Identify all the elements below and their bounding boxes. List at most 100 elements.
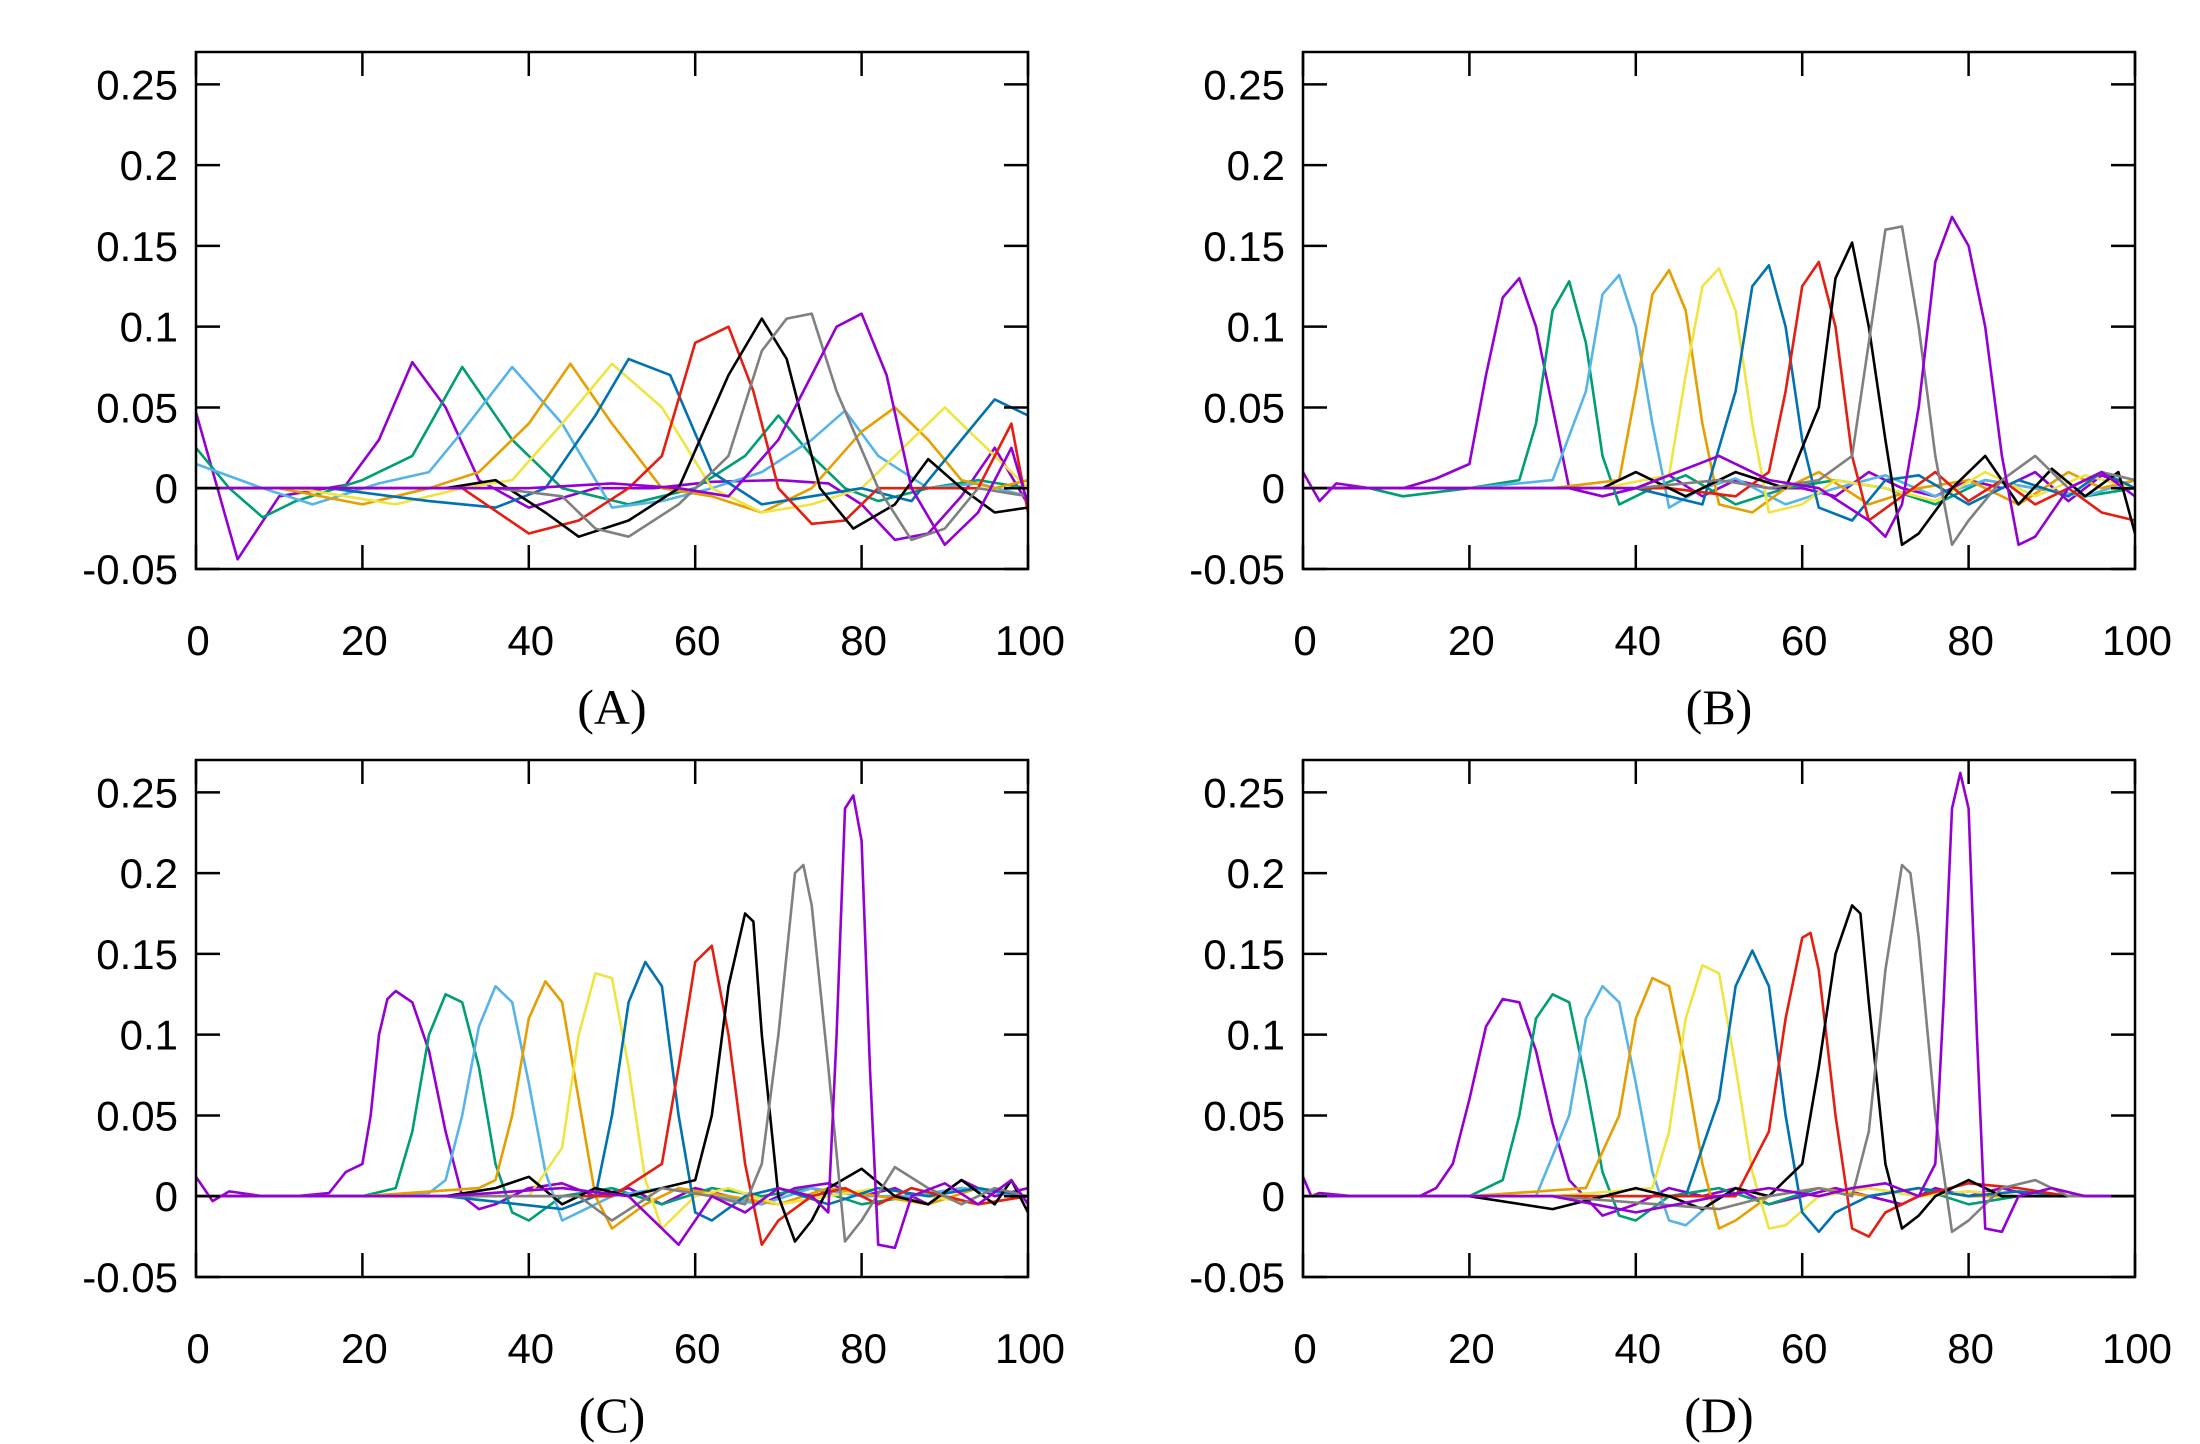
series-line-s6 xyxy=(196,960,1028,1222)
series-line-s8 xyxy=(196,912,1028,1243)
x-tick-label: 60 xyxy=(674,1325,721,1372)
panel-label: (A) xyxy=(577,679,646,735)
x-tick-label: 100 xyxy=(2102,617,2172,664)
y-tick-label: 0 xyxy=(1262,1173,1285,1220)
y-tick-label: 0.25 xyxy=(96,769,178,816)
y-tick-label: -0.05 xyxy=(82,546,178,593)
series-line-s9 xyxy=(196,863,1028,1243)
series-group xyxy=(196,312,1028,561)
series-line-s5 xyxy=(196,362,1028,514)
x-tick-label: 0 xyxy=(1293,1325,1316,1372)
x-tick-label: 100 xyxy=(2102,1325,2172,1372)
x-tick-label: 80 xyxy=(1947,1325,1994,1372)
series-line-s1 xyxy=(1303,997,2135,1217)
y-tick-label: 0.1 xyxy=(1227,304,1285,351)
x-tick-label: 20 xyxy=(341,617,388,664)
series-line-s3 xyxy=(196,365,1028,509)
series-line-s8 xyxy=(1303,241,2135,547)
series-line-s2 xyxy=(1303,992,2135,1222)
y-tick-label: 0.05 xyxy=(1203,384,1285,431)
series-line-s1 xyxy=(196,360,1028,561)
series-group xyxy=(1303,771,2135,1238)
series-line-s4 xyxy=(196,979,1028,1230)
x-tick-label: 80 xyxy=(1947,617,1994,664)
x-tick-label: 20 xyxy=(1448,617,1495,664)
series-line-s10 xyxy=(196,794,1028,1250)
series-line-s5 xyxy=(196,971,1028,1230)
y-tick-label: 0 xyxy=(155,465,178,512)
plot-frame xyxy=(1301,50,2137,571)
series-line-s1 xyxy=(196,989,1028,1211)
y-tick-label: -0.05 xyxy=(1189,546,1285,593)
y-tick-label: 0.25 xyxy=(1203,769,1285,816)
plot-frame xyxy=(194,50,1030,571)
series-line-s9 xyxy=(196,312,1028,542)
series-line-s2 xyxy=(1303,280,2135,506)
y-tick-label: 0.15 xyxy=(1203,931,1285,978)
x-tick-label: 60 xyxy=(674,617,721,664)
series-line-s6 xyxy=(196,357,1028,509)
y-tick-label: 0.15 xyxy=(1203,223,1285,270)
y-tick-label: 0.25 xyxy=(96,61,178,108)
y-tick-label: 0.05 xyxy=(96,1092,178,1139)
x-tick-label: 0 xyxy=(186,1325,209,1372)
y-tick-label: 0.2 xyxy=(120,850,178,897)
x-tick-label: 40 xyxy=(1614,1325,1661,1372)
x-tick-label: 40 xyxy=(507,1325,554,1372)
x-tick-label: 60 xyxy=(1781,617,1828,664)
series-line-s7 xyxy=(196,325,1028,535)
y-tick-label: 0.1 xyxy=(120,304,178,351)
series-line-s1 xyxy=(1303,276,2135,503)
series-line-s7 xyxy=(196,944,1028,1246)
x-tick-label: 20 xyxy=(341,1325,388,1372)
y-tick-label: 0.2 xyxy=(1227,850,1285,897)
y-tick-label: 0 xyxy=(1262,465,1285,512)
panel-label: (C) xyxy=(579,1387,646,1443)
y-tick-label: -0.05 xyxy=(82,1254,178,1301)
y-tick-label: 0.05 xyxy=(96,384,178,431)
series-line-s6 xyxy=(1303,949,2135,1234)
series-line-s10 xyxy=(196,312,1028,547)
x-tick-label: 0 xyxy=(1293,617,1316,664)
x-tick-label: 100 xyxy=(995,1325,1065,1372)
panel-label: (B) xyxy=(1686,679,1753,735)
y-tick-label: 0.25 xyxy=(1203,61,1285,108)
series-line-s8 xyxy=(1303,904,2135,1230)
series-line-s10 xyxy=(1303,215,2135,547)
y-tick-label: 0.15 xyxy=(96,931,178,978)
y-tick-label: 0.1 xyxy=(120,1012,178,1059)
series-line-s5 xyxy=(1303,963,2135,1230)
x-tick-label: 80 xyxy=(840,617,887,664)
y-tick-label: 0.05 xyxy=(1203,1092,1285,1139)
x-tick-label: 40 xyxy=(507,617,554,664)
series-line-s4 xyxy=(196,362,1028,514)
y-tick-label: 0.1 xyxy=(1227,1012,1285,1059)
series-line-s2 xyxy=(196,992,1028,1222)
series-group xyxy=(196,794,1028,1250)
x-tick-label: 20 xyxy=(1448,1325,1495,1372)
series-line-s10 xyxy=(1303,771,2135,1234)
y-tick-label: 0 xyxy=(155,1173,178,1220)
x-tick-label: 0 xyxy=(186,617,209,664)
series-line-s9 xyxy=(1303,225,2135,547)
plot-frame xyxy=(1301,758,2137,1279)
series-line-s3 xyxy=(196,984,1028,1222)
x-tick-label: 40 xyxy=(1614,617,1661,664)
series-line-s8 xyxy=(196,317,1028,539)
x-tick-label: 100 xyxy=(995,617,1065,664)
x-tick-label: 80 xyxy=(840,1325,887,1372)
y-tick-label: 0.15 xyxy=(96,223,178,270)
series-group xyxy=(1303,215,2135,547)
plot-frame xyxy=(194,758,1030,1279)
series-line-s9 xyxy=(1303,863,2135,1234)
y-tick-label: 0.2 xyxy=(120,142,178,189)
panel-label: (D) xyxy=(1684,1387,1753,1443)
series-line-s5 xyxy=(1303,267,2135,514)
y-tick-label: -0.05 xyxy=(1189,1254,1285,1301)
series-line-s4 xyxy=(1303,268,2135,514)
